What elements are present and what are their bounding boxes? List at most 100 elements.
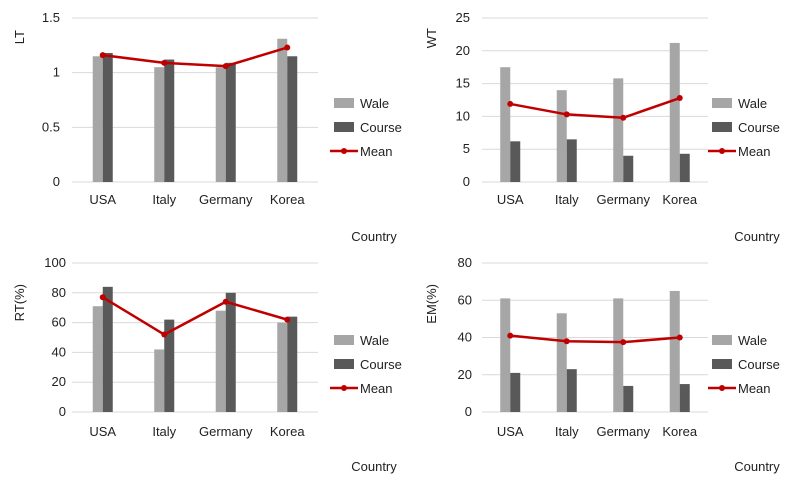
x-axis-label: Country	[734, 229, 780, 244]
y-axis-label: EM(%)	[424, 284, 439, 324]
bar-course-usa	[102, 286, 113, 412]
legend-label-wale: Wale	[360, 96, 389, 111]
y-tick-label: 10	[456, 108, 470, 123]
mean-point-italy	[563, 111, 570, 118]
legend-swatch-wale	[712, 98, 732, 108]
bar-course-usa	[510, 372, 521, 412]
y-tick-label: 15	[456, 76, 470, 91]
legend-swatch-course	[712, 122, 732, 132]
chart-panel-4: 0 20 40 60 80 EM(%) USA Italy Germany Korea Countr…	[424, 255, 780, 474]
legend-label-course: Course	[738, 120, 780, 135]
x-tick-label: Germany	[597, 192, 651, 207]
legend-marker-mean	[341, 385, 347, 391]
bar-course-germany	[225, 62, 236, 182]
mean-point-italy	[161, 331, 168, 338]
y-tick-label: 1	[53, 65, 60, 80]
y-tick-label: 40	[458, 330, 472, 345]
mean-point-germany	[620, 114, 627, 121]
bar-wale-italy	[154, 349, 165, 412]
legend-marker-mean	[719, 148, 725, 154]
mean-point-korea	[284, 316, 291, 323]
x-tick-label: USA	[89, 424, 116, 439]
legend: Wale Course Mean	[708, 333, 780, 396]
mean-point-germany	[222, 298, 229, 305]
mean-line	[102, 296, 288, 336]
bar-wale-usa	[500, 298, 511, 412]
x-tick-label: Korea	[270, 192, 305, 207]
bar-wale-korea	[669, 42, 680, 182]
y-tick-label: 60	[52, 315, 66, 330]
x-axis-label: Country	[734, 459, 780, 474]
y-tick-label: 0.5	[42, 119, 60, 134]
mean-point-usa	[99, 294, 106, 301]
x-tick-label: USA	[497, 424, 524, 439]
bar-wale-korea	[669, 290, 680, 412]
x-tick-label: Korea	[662, 424, 697, 439]
y-tick-label: 20	[52, 374, 66, 389]
mean-point-germany	[620, 339, 627, 346]
bar-wale-italy	[154, 67, 165, 182]
legend-swatch-course	[334, 359, 354, 369]
mean-line	[510, 96, 681, 119]
bar-wale-germany	[215, 67, 226, 182]
legend: Wale Course Mean	[708, 96, 780, 159]
mean-line	[510, 334, 680, 344]
chart-panel-1: 0 0.5 1 1.5 LT USA Italy Germany Korea Country Wal…	[12, 10, 402, 244]
bar-course-korea	[679, 384, 690, 412]
y-tick-label: 80	[52, 285, 66, 300]
bar-course-usa	[102, 52, 113, 183]
x-tick-label: USA	[497, 192, 524, 207]
y-tick-label: 0	[465, 404, 472, 419]
x-tick-label: USA	[89, 192, 116, 207]
legend-swatch-wale	[334, 335, 354, 345]
bar-course-germany	[225, 292, 236, 412]
bar-course-korea	[287, 56, 298, 183]
y-axis-label: RT(%)	[12, 284, 27, 321]
mean-point-korea	[676, 95, 683, 102]
bar-course-usa	[510, 141, 521, 182]
y-tick-label: 0	[53, 174, 60, 189]
bar-course-italy	[164, 59, 175, 183]
bar-course-italy	[566, 139, 577, 182]
mean-point-italy	[161, 59, 168, 66]
bar-wale-germany	[613, 298, 624, 412]
bar-course-italy	[164, 319, 175, 412]
y-tick-label: 5	[463, 141, 470, 156]
mean-point-usa	[507, 332, 514, 339]
bar-wale-usa	[500, 67, 511, 182]
bar-course-korea	[287, 316, 298, 412]
legend-label-wale: Wale	[738, 333, 767, 348]
y-tick-label: 0	[463, 174, 470, 189]
bar-wale-usa	[92, 306, 103, 412]
legend-swatch-course	[712, 359, 732, 369]
bar-wale-korea	[277, 38, 288, 183]
x-tick-label: Italy	[152, 424, 176, 439]
x-tick-label: Germany	[199, 192, 253, 207]
bar-course-italy	[566, 369, 577, 412]
y-axis-label: WT	[424, 28, 439, 48]
legend-label-wale: Wale	[738, 96, 767, 111]
x-tick-label: Italy	[555, 424, 579, 439]
y-axis-label: LT	[12, 30, 27, 44]
x-tick-label: Germany	[597, 424, 651, 439]
x-tick-label: Italy	[555, 192, 579, 207]
bar-wale-germany	[613, 78, 624, 182]
bar-course-germany	[623, 155, 634, 182]
mean-point-usa	[99, 52, 106, 59]
y-tick-label: 0	[59, 404, 66, 419]
y-tick-label: 1.5	[42, 10, 60, 25]
legend-swatch-wale	[712, 335, 732, 345]
mean-line	[102, 46, 288, 68]
bar-wale-italy	[556, 90, 567, 182]
x-axis-label: Country	[351, 459, 397, 474]
x-tick-label: Korea	[662, 192, 697, 207]
y-tick-label: 25	[456, 10, 470, 25]
y-tick-label: 60	[458, 292, 472, 307]
bar-course-korea	[679, 153, 690, 182]
legend-label-course: Course	[360, 357, 402, 372]
mean-point-usa	[507, 100, 514, 107]
bar-wale-korea	[277, 322, 288, 412]
legend-marker-mean	[341, 148, 347, 154]
legend-marker-mean	[719, 385, 725, 391]
x-axis-label: Country	[351, 229, 397, 244]
